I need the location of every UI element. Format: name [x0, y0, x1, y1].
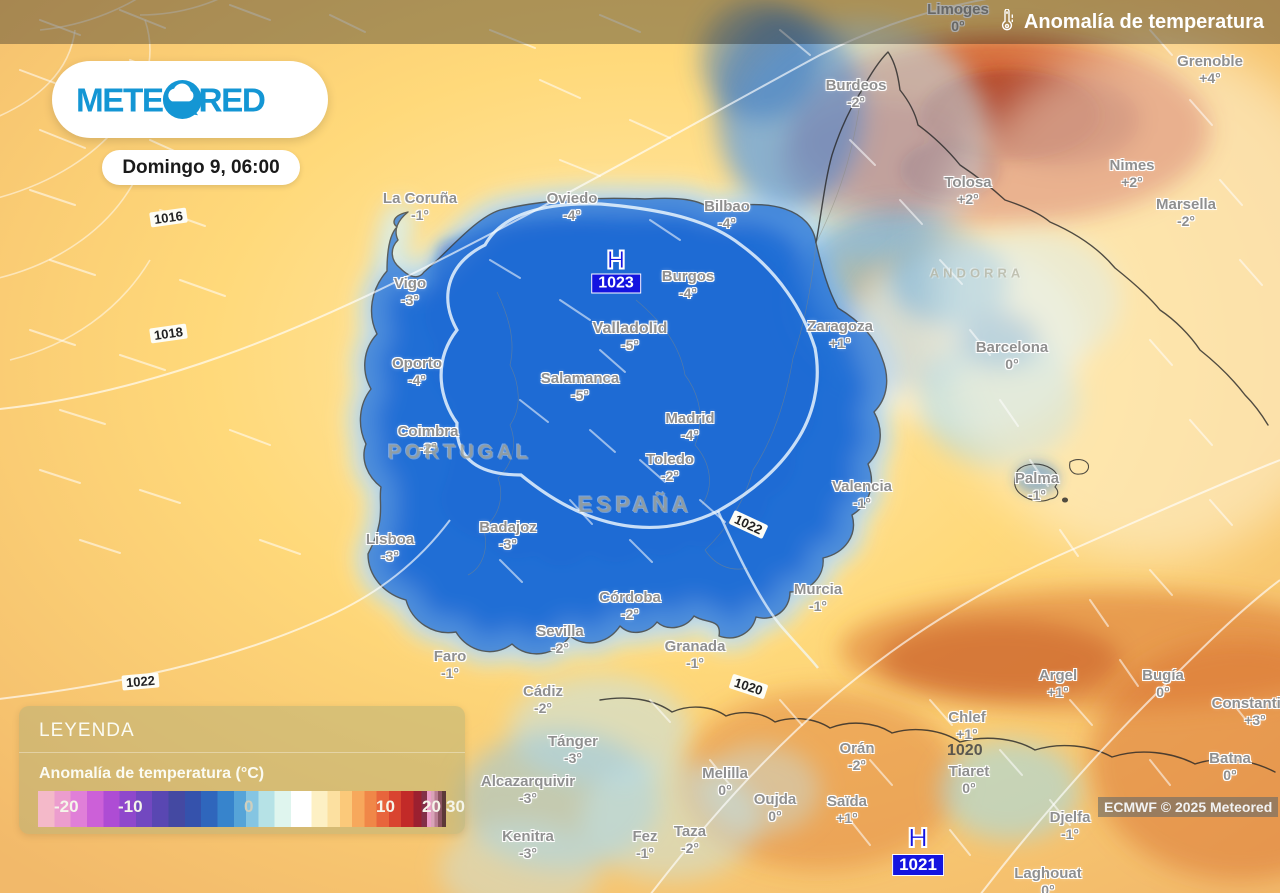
svg-text:RED: RED — [199, 82, 265, 119]
svg-text:METE: METE — [76, 82, 163, 119]
